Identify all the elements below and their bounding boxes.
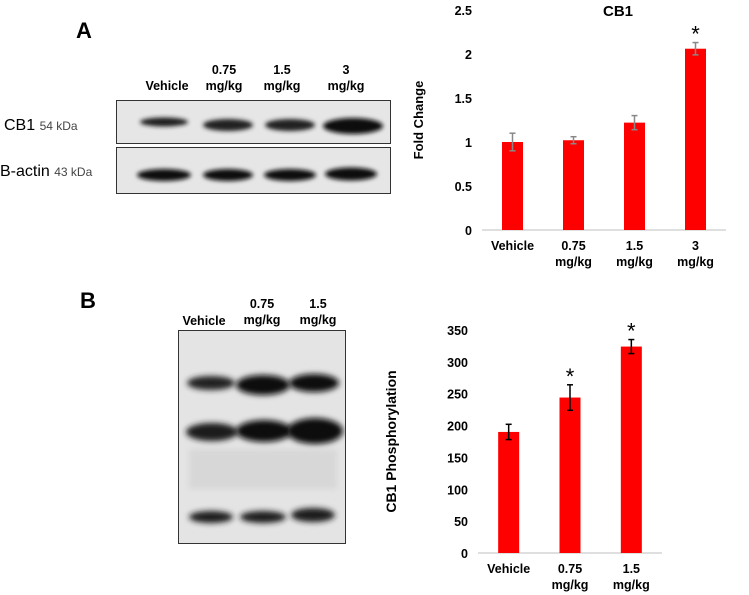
x-tick-label: 1.5 xyxy=(626,239,643,253)
bar xyxy=(624,122,645,230)
bar xyxy=(502,142,523,230)
bar xyxy=(498,431,520,553)
lane-label-line2: mg/kg xyxy=(327,79,365,93)
lane-label-line1: 1.5 xyxy=(309,297,327,311)
y-tick-label: 0.5 xyxy=(455,180,472,194)
bar xyxy=(563,140,584,230)
y-tick-label: 0 xyxy=(465,224,472,238)
y-tick-label: 50 xyxy=(454,515,468,529)
blot-b-lane-label-075: 0.75 mg/kg xyxy=(234,296,290,328)
row-kda: 54 kDa xyxy=(39,119,78,133)
blot-a-bactin-bands xyxy=(137,167,377,181)
lane-label-line1: 1.5 xyxy=(273,63,291,77)
chart-b-cb1-phosphorylation: CB1 Phosphorylation 0 50 100 150 200 250 300 350… xyxy=(383,319,662,592)
y-tick-label: 300 xyxy=(447,356,468,370)
bar xyxy=(559,397,581,553)
row-name: CB1 xyxy=(4,117,36,134)
blot-a-bactin-image xyxy=(116,147,391,194)
bar xyxy=(620,346,642,553)
y-tick-label: 1 xyxy=(465,136,472,150)
lane-label-line2: mg/kg xyxy=(243,313,281,327)
blot-b-lane-label-vehicle: Vehicle xyxy=(172,313,236,329)
band xyxy=(265,119,315,131)
panel-a-letter: A xyxy=(76,18,92,43)
x-tick-label: mg/kg xyxy=(555,255,592,269)
lane-label-line1: Vehicle xyxy=(182,314,226,328)
x-tick-label: 0.75 xyxy=(561,239,585,253)
band xyxy=(203,169,253,181)
blot-a-cb1-bands xyxy=(140,117,383,134)
band xyxy=(289,374,339,392)
lane-label-line1: 3 xyxy=(342,63,350,77)
x-tick-label: 1.5 xyxy=(623,562,640,576)
lane-label-line1: Vehicle xyxy=(145,79,189,93)
y-tick-label: 2 xyxy=(465,48,472,62)
lane-label-line2: mg/kg xyxy=(205,79,243,93)
band xyxy=(187,376,235,390)
blot-b-bands xyxy=(186,374,343,523)
chart-a-fold-change: Fold Change CB1 0 0.5 1 1.5 2 2.5 Vehicle 0.75 mg/… xyxy=(411,3,726,269)
chart-title: CB1 xyxy=(603,3,633,20)
band xyxy=(240,511,286,523)
x-tick-label: 0.75 xyxy=(558,562,582,576)
band xyxy=(264,169,316,181)
band xyxy=(186,423,238,441)
y-axis-title: Fold Change xyxy=(411,81,426,160)
y-tick-label: 0 xyxy=(461,547,468,561)
blot-a-lane-label-075: 0.75 mg/kg xyxy=(196,62,252,94)
significance-marker: * xyxy=(566,364,575,389)
y-tick-label: 2.5 xyxy=(455,4,472,18)
x-tick-label: mg/kg xyxy=(677,255,714,269)
band xyxy=(203,119,253,131)
significance-marker: * xyxy=(627,319,636,344)
lane-label-line1: 0.75 xyxy=(211,63,237,77)
x-tick-label: mg/kg xyxy=(616,255,653,269)
blot-b-image xyxy=(178,330,346,544)
band xyxy=(236,375,290,395)
blot-a-lane-label-3: 3 mg/kg xyxy=(318,62,374,94)
band xyxy=(323,118,383,134)
significance-marker: * xyxy=(691,22,700,47)
y-tick-label: 350 xyxy=(447,324,468,338)
blot-a-row-label-bactin: B-actin 43 kDa xyxy=(0,163,92,181)
band xyxy=(325,167,377,181)
x-tick-label: mg/kg xyxy=(613,578,650,592)
smear xyxy=(189,449,337,489)
x-tick-label: Vehicle xyxy=(491,239,534,253)
x-tick-label: Vehicle xyxy=(487,562,530,576)
band xyxy=(236,420,292,442)
band xyxy=(287,418,343,444)
blot-a-cb1-image xyxy=(116,100,391,144)
blot-a-lane-label-15: 1.5 mg/kg xyxy=(254,62,310,94)
lane-label-line2: mg/kg xyxy=(263,79,301,93)
band xyxy=(140,117,188,127)
x-tick-label: 3 xyxy=(692,239,699,253)
row-name: B-actin xyxy=(0,163,50,180)
blot-a-lane-label-vehicle: Vehicle xyxy=(134,78,200,94)
lane-label-line2: mg/kg xyxy=(299,313,337,327)
band xyxy=(137,169,191,181)
y-tick-label: 200 xyxy=(447,420,468,434)
blot-b-lane-label-15: 1.5 mg/kg xyxy=(290,296,346,328)
row-kda: 43 kDa xyxy=(54,165,93,179)
band xyxy=(291,508,335,522)
y-tick-label: 1.5 xyxy=(455,92,472,106)
lane-label-line1: 0.75 xyxy=(249,297,275,311)
blot-a-row-label-cb1: CB1 54 kDa xyxy=(4,117,78,135)
panel-b-letter: B xyxy=(80,288,96,313)
bar xyxy=(685,48,706,230)
y-tick-label: 250 xyxy=(447,388,468,402)
y-axis-title: CB1 Phosphorylation xyxy=(383,370,399,512)
y-tick-label: 100 xyxy=(447,483,468,497)
y-tick-label: 150 xyxy=(447,451,468,465)
x-tick-label: mg/kg xyxy=(552,578,589,592)
band xyxy=(189,511,233,523)
